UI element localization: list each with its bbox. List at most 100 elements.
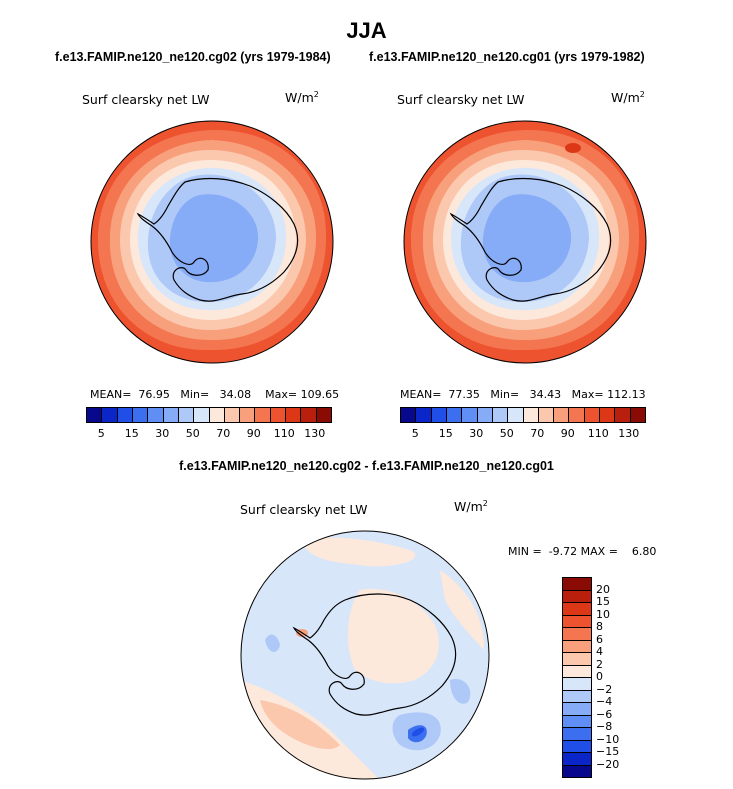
colorbar-tick-label: 90 xyxy=(560,427,575,440)
colorbar-tick-label: 10 xyxy=(596,607,610,621)
colorbar-swatch xyxy=(563,740,591,753)
colorbar-swatch xyxy=(563,765,591,777)
colorbar-tick-label: 20 xyxy=(596,582,610,596)
colorbar-tick-label: −2 xyxy=(596,682,613,696)
coastline xyxy=(292,593,457,716)
panel2-stats: MEAN= 77.35 Min= 34.43 Max= 112.13 xyxy=(400,388,646,401)
colorbar-swatch xyxy=(431,408,447,422)
colorbar-tick-label: −10 xyxy=(596,732,620,746)
colorbar-swatch xyxy=(523,408,539,422)
colorbar-tick-label: 30 xyxy=(469,427,484,440)
colorbar-tick-label: 8 xyxy=(596,620,603,633)
colorbar-swatch xyxy=(563,653,591,666)
colorbar-swatch xyxy=(240,408,256,422)
colorbar-swatch xyxy=(554,408,570,422)
colorbar-swatch xyxy=(163,408,179,422)
panel1-stats: MEAN= 76.95 Min= 34.08 Max= 109.65 xyxy=(90,388,340,401)
colorbar-swatch xyxy=(316,408,331,422)
colorbar-swatch xyxy=(615,408,631,422)
colorbar-swatch xyxy=(148,408,164,422)
colorbar-swatch xyxy=(416,408,432,422)
colorbar-swatch xyxy=(563,578,591,591)
colorbar-tick-label: −6 xyxy=(596,707,613,721)
colorbar-tick-label: −8 xyxy=(596,720,613,733)
colorbar-swatch xyxy=(87,408,103,422)
colorbar-swatch xyxy=(270,408,287,422)
colorbar-swatch xyxy=(563,603,591,616)
colorbar-panel2 xyxy=(400,407,646,423)
case1-title: f.e13.FAMIP.ne120_ne120.cg02 (yrs 1979-1… xyxy=(55,50,331,64)
colorbar-tick-label: 4 xyxy=(596,645,603,658)
colorbar-tick-label: 90 xyxy=(246,427,261,440)
diff-title: f.e13.FAMIP.ne120_ne120.cg02 - f.e13.FAM… xyxy=(179,459,554,473)
colorbar-tick-label: 30 xyxy=(155,427,170,440)
colorbar-swatch xyxy=(209,408,225,422)
colorbar-swatch xyxy=(563,728,591,741)
colorbar-swatch xyxy=(132,408,149,422)
colorbar-tick-label: 15 xyxy=(596,595,610,608)
colorbar-swatch xyxy=(538,408,555,422)
colorbar-swatch xyxy=(178,408,195,422)
panel3-stats: MIN = -9.72 MAX = 6.80 xyxy=(508,545,657,558)
colorbar-swatch xyxy=(508,408,524,422)
coastline xyxy=(136,177,299,302)
colorbar-swatch xyxy=(600,408,616,422)
colorbar-tick-label: 70 xyxy=(216,427,231,440)
colorbar-tick-label: 110 xyxy=(273,427,295,440)
map-panel1 xyxy=(90,120,334,364)
coastline xyxy=(449,177,612,302)
colorbar-swatch xyxy=(446,408,463,422)
colorbar-swatch xyxy=(563,665,591,678)
colorbar-tick-label: 6 xyxy=(596,632,603,646)
case2-title: f.e13.FAMIP.ne120_ne120.cg01 (yrs 1979-1… xyxy=(369,50,645,64)
colorbar-swatch xyxy=(563,715,591,728)
colorbar-swatch xyxy=(563,615,591,628)
colorbar-panel3-ticks: 20 15 10 8 6 4 2 0 −2 −4 −6 −8 −10 −15 −20 xyxy=(596,577,636,777)
colorbar-panel3 xyxy=(562,577,592,778)
colorbar-panel1 xyxy=(86,407,332,423)
colorbar-tick-label: 5 xyxy=(411,427,419,440)
colorbar-swatch xyxy=(563,590,591,603)
colorbar-swatch xyxy=(563,690,591,703)
colorbar-swatch xyxy=(630,408,645,422)
colorbar-tick-label: 70 xyxy=(530,427,545,440)
colorbar-tick-label: 15 xyxy=(124,427,139,440)
map-panel2 xyxy=(403,120,647,364)
colorbar-swatch xyxy=(563,640,591,653)
panel1-variable: Surf clearsky net LW xyxy=(82,92,210,107)
colorbar-swatch xyxy=(563,628,591,641)
colorbar-tick-label: 0 xyxy=(596,670,603,683)
map-panel3 xyxy=(240,530,490,780)
colorbar-swatch xyxy=(286,408,302,422)
colorbar-swatch xyxy=(563,703,591,716)
colorbar-swatch xyxy=(563,753,591,766)
colorbar-tick-label: −15 xyxy=(596,745,620,758)
colorbar-swatch xyxy=(224,408,241,422)
colorbar-tick-label: 2 xyxy=(596,657,603,671)
colorbar-tick-label: 15 xyxy=(438,427,453,440)
colorbar-swatch xyxy=(477,408,493,422)
colorbar-swatch xyxy=(102,408,118,422)
colorbar-tick-label: −20 xyxy=(596,757,620,771)
figure-title: JJA xyxy=(346,18,387,43)
colorbar-tick-label: 5 xyxy=(97,427,105,440)
colorbar-swatch xyxy=(569,408,585,422)
panel3-units: W/m2 xyxy=(454,499,488,515)
colorbar-tick-label: −4 xyxy=(596,695,613,708)
colorbar-swatch xyxy=(563,678,591,691)
colorbar-tick-label: 130 xyxy=(618,427,640,440)
colorbar-swatch xyxy=(301,408,317,422)
colorbar-swatch xyxy=(117,408,133,422)
colorbar-tick-label: 50 xyxy=(185,427,200,440)
colorbar-swatch xyxy=(401,408,417,422)
colorbar-swatch xyxy=(462,408,478,422)
panel3-variable: Surf clearsky net LW xyxy=(240,502,368,517)
colorbar-swatch xyxy=(584,408,601,422)
colorbar-tick-label: 50 xyxy=(499,427,514,440)
panel2-units: W/m2 xyxy=(611,90,645,106)
colorbar-tick-label: 110 xyxy=(587,427,609,440)
colorbar-panel2-ticks: 5 15 30 50 70 90 110 130 xyxy=(400,427,644,441)
panel1-units: W/m2 xyxy=(285,90,319,106)
panel2-variable: Surf clearsky net LW xyxy=(397,92,525,107)
colorbar-tick-label: 130 xyxy=(304,427,326,440)
